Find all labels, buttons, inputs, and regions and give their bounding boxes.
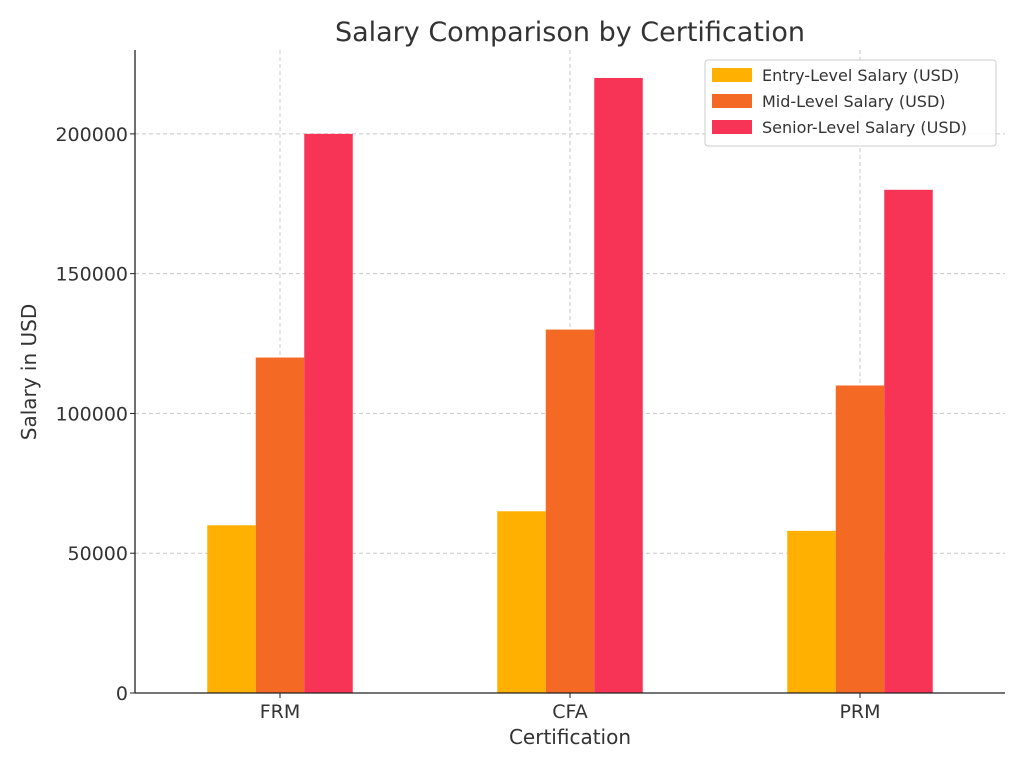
bar (835, 385, 885, 693)
y-tick-label: 100000 (55, 403, 128, 425)
bar (207, 525, 256, 693)
y-axis-label: Salary in USD (17, 304, 41, 441)
x-tick-label: CFA (552, 701, 587, 723)
legend-label: Senior-Level Salary (USD) (762, 118, 967, 137)
bar (497, 511, 546, 693)
legend-swatch (712, 120, 752, 134)
x-tick-label: FRM (260, 701, 301, 723)
chart-title: Salary Comparison by Certification (335, 17, 805, 48)
axes (130, 50, 1005, 698)
legend: Entry-Level Salary (USD) Mid-Level Salary… (704, 59, 997, 147)
y-tick-label: 0 (116, 683, 128, 705)
legend-label: Entry-Level Salary (USD) (762, 66, 959, 85)
bar (884, 189, 933, 694)
bar (545, 329, 595, 693)
y-tick-label: 50000 (68, 543, 128, 565)
y-tick-label: 200000 (55, 124, 128, 146)
legend-label: Mid-Level Salary (USD) (762, 92, 946, 111)
y-tick-label: 150000 (55, 264, 128, 286)
bar (255, 357, 305, 693)
x-tick-label: PRM (839, 701, 880, 723)
bar (594, 77, 643, 693)
tick-labels: 0 50000 100000 150000 200000 FRM CFA PRM (55, 124, 880, 723)
bar (787, 530, 836, 693)
legend-box (704, 59, 997, 147)
bars (207, 77, 933, 694)
bar (304, 133, 353, 693)
legend-swatch (712, 94, 752, 108)
x-axis-label: Certification (509, 725, 631, 749)
legend-swatch (712, 68, 752, 82)
